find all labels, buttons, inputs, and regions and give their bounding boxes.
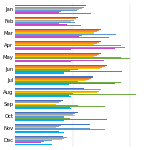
- Bar: [15, 8, 82, 9]
- Bar: [15, 142, 42, 143]
- Bar: [15, 31, 97, 32]
- Bar: [15, 106, 105, 107]
- Bar: [15, 54, 99, 55]
- Bar: [15, 17, 78, 18]
- Bar: [15, 53, 101, 54]
- Bar: [15, 93, 72, 94]
- Bar: [15, 103, 56, 105]
- Bar: [15, 35, 82, 36]
- Bar: [15, 58, 130, 59]
- Bar: [15, 36, 79, 37]
- Bar: [15, 34, 116, 35]
- Bar: [15, 43, 97, 44]
- Bar: [15, 22, 75, 23]
- Bar: [15, 21, 71, 22]
- Bar: [15, 61, 71, 62]
- Bar: [15, 60, 104, 61]
- Bar: [15, 105, 78, 106]
- Bar: [15, 37, 109, 38]
- Bar: [15, 140, 52, 141]
- Bar: [15, 91, 99, 92]
- Bar: [15, 107, 70, 108]
- Bar: [15, 29, 101, 30]
- Bar: [15, 46, 125, 48]
- Bar: [15, 130, 59, 132]
- Bar: [15, 65, 107, 66]
- Bar: [15, 32, 94, 34]
- Bar: [15, 100, 63, 101]
- Bar: [15, 127, 56, 128]
- Bar: [15, 94, 136, 95]
- Bar: [15, 20, 74, 21]
- Bar: [15, 79, 89, 80]
- Bar: [15, 13, 91, 14]
- Bar: [15, 67, 102, 68]
- Bar: [15, 23, 59, 24]
- Bar: [15, 139, 62, 140]
- Bar: [15, 115, 75, 116]
- Bar: [15, 136, 63, 137]
- Bar: [15, 55, 97, 56]
- Bar: [15, 119, 107, 120]
- Bar: [15, 44, 94, 45]
- Bar: [15, 69, 78, 70]
- Bar: [15, 92, 97, 93]
- Bar: [15, 70, 70, 71]
- Bar: [15, 114, 72, 115]
- Bar: [15, 118, 70, 119]
- Bar: [15, 132, 64, 133]
- Bar: [15, 108, 71, 109]
- Bar: [15, 80, 86, 81]
- Bar: [15, 138, 64, 139]
- Bar: [15, 128, 90, 129]
- Bar: [15, 7, 84, 8]
- Bar: [15, 96, 71, 97]
- Bar: [15, 5, 86, 6]
- Bar: [15, 88, 84, 89]
- Bar: [15, 24, 67, 25]
- Bar: [15, 113, 75, 114]
- Bar: [15, 71, 122, 72]
- Bar: [15, 101, 61, 102]
- Bar: [15, 45, 121, 46]
- Bar: [15, 56, 94, 57]
- Bar: [15, 72, 64, 74]
- Bar: [15, 9, 79, 10]
- Bar: [15, 66, 105, 67]
- Bar: [15, 11, 61, 12]
- Bar: [15, 89, 101, 90]
- Bar: [15, 10, 77, 11]
- Bar: [15, 42, 99, 43]
- Bar: [15, 102, 59, 103]
- Bar: [15, 95, 69, 96]
- Bar: [15, 144, 52, 145]
- Bar: [15, 83, 115, 84]
- Bar: [15, 18, 76, 20]
- Bar: [15, 125, 61, 126]
- Bar: [15, 112, 78, 113]
- Bar: [15, 126, 59, 127]
- Bar: [15, 41, 101, 42]
- Bar: [15, 116, 64, 118]
- Bar: [15, 129, 105, 130]
- Bar: [15, 141, 44, 142]
- Bar: [15, 49, 71, 50]
- Bar: [15, 48, 115, 49]
- Bar: [15, 120, 64, 121]
- Bar: [15, 81, 78, 82]
- Bar: [15, 82, 121, 83]
- Bar: [15, 84, 69, 85]
- Bar: [15, 68, 100, 69]
- Bar: [15, 124, 90, 125]
- Bar: [15, 12, 59, 13]
- Bar: [15, 57, 121, 58]
- Bar: [15, 30, 99, 31]
- Bar: [15, 78, 91, 79]
- Bar: [15, 76, 93, 78]
- Bar: [15, 137, 67, 138]
- Bar: [15, 25, 81, 26]
